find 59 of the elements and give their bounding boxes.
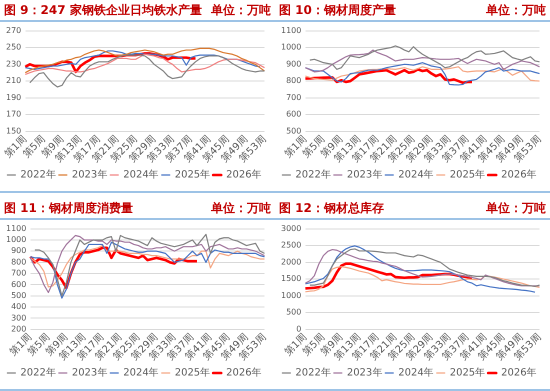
legend-label: 2023年 (346, 168, 382, 181)
y-tick-label: 1000 (281, 42, 302, 52)
y-tick-label: 1100 (281, 26, 302, 35)
y-tick-label: 500 (286, 307, 302, 316)
y-tick-label: 600 (286, 110, 302, 119)
y-tick-label: 900 (286, 59, 302, 68)
y-tick-label: 200 (11, 324, 26, 333)
chart-title: 图 10：钢材周度产量 (279, 2, 396, 19)
legend-label: 2026年 (226, 366, 262, 378)
legend-label: 2025年 (450, 366, 486, 378)
y-tick-label: 3000 (281, 223, 302, 232)
legend-label: 2024年 (398, 366, 434, 378)
y-tick-label: 2000 (281, 256, 302, 266)
legend-label: 2022年 (20, 168, 56, 181)
y-tick-label: 400 (11, 302, 26, 311)
y-tick-label: 230 (6, 59, 22, 68)
y-tick-label: 150 (6, 126, 22, 136)
legend-label: 2026年 (501, 168, 537, 181)
y-tick-label: 700 (286, 92, 302, 102)
y-tick-label: 1100 (6, 223, 26, 232)
y-tick-label: 700 (11, 268, 26, 278)
legend-label: 2022年 (295, 366, 331, 378)
legend-label: 2022年 (20, 366, 56, 378)
legend-label: 2022年 (295, 168, 331, 181)
legend-label: 2023年 (72, 168, 108, 181)
legend-label: 2025年 (450, 168, 486, 181)
y-tick-label: 250 (6, 42, 22, 52)
y-tick-label: 2500 (281, 240, 302, 250)
legend-label: 2024年 (398, 168, 434, 181)
legend-label: 2024年 (123, 366, 159, 378)
y-tick-label: 1500 (281, 274, 302, 283)
y-tick-label: 500 (11, 290, 26, 300)
legend-label: 2023年 (346, 366, 382, 378)
legend-label: 2025年 (174, 366, 210, 378)
y-tick-label: 300 (11, 312, 26, 322)
y-tick-label: 1000 (281, 290, 302, 300)
y-tick-label: 600 (11, 279, 26, 288)
chart-title: 图 12：钢材总库存 (279, 200, 384, 216)
chart-subtitle: 单位：万吨 (486, 2, 546, 19)
y-tick-label: 170 (6, 110, 22, 119)
chart-subtitle: 单位：万吨 (486, 200, 546, 216)
chart-title: 图 9：247 家钢铁企业日均铁水产量 (4, 2, 202, 19)
y-tick-label: 210 (6, 76, 22, 86)
chart-subtitle: 单位：万吨 (211, 2, 271, 19)
y-tick-label: 0 (296, 324, 302, 333)
legend-label: 2024年 (123, 168, 159, 181)
y-tick-label: 190 (6, 92, 22, 102)
y-tick-label: 800 (286, 76, 302, 86)
legend-label: 2023年 (72, 366, 108, 378)
y-tick-label: 900 (11, 246, 26, 255)
legend-label: 2025年 (174, 168, 210, 181)
y-tick-label: 1000 (6, 234, 26, 244)
chart-title: 图 11：钢材周度消费量 (4, 200, 133, 216)
chart-subtitle: 单位：万吨 (211, 200, 271, 216)
y-tick-label: 270 (6, 26, 22, 35)
legend-label: 2026年 (501, 366, 537, 378)
legend-label: 2026年 (226, 168, 262, 181)
y-tick-label: 800 (11, 256, 26, 266)
y-tick-label: 500 (286, 126, 302, 136)
